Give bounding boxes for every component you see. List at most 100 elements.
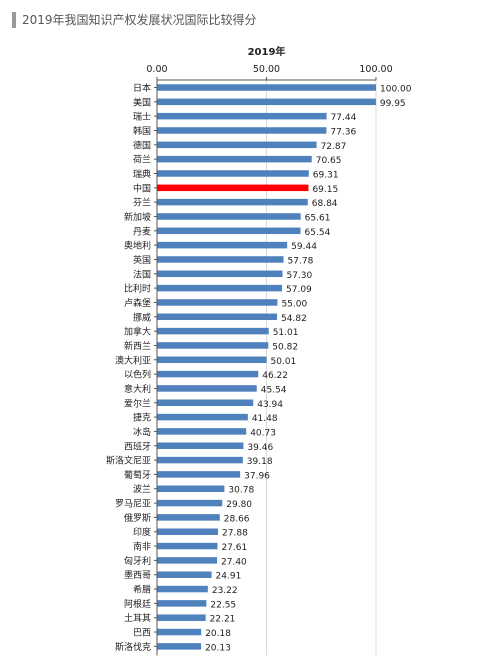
category-label: 罗马尼亚 xyxy=(115,499,151,510)
category-label: 英国 xyxy=(133,254,151,266)
category-label: 阿根廷 xyxy=(124,598,151,610)
data-label: 39.18 xyxy=(247,457,273,467)
caption-accent-bar xyxy=(12,12,16,28)
bars-group xyxy=(157,84,376,650)
category-label: 新西兰 xyxy=(124,340,151,352)
category-label: 捷克 xyxy=(133,412,151,424)
data-label: 51.01 xyxy=(273,328,299,338)
data-label: 57.09 xyxy=(286,285,312,295)
data-label: 22.55 xyxy=(210,600,236,610)
bar xyxy=(157,456,243,464)
category-label: 印度 xyxy=(133,526,151,538)
bar xyxy=(157,514,220,521)
category-label: 澳大利亚 xyxy=(115,354,151,366)
bar xyxy=(157,442,244,449)
data-label: 45.54 xyxy=(261,385,287,395)
data-label: 41.48 xyxy=(252,414,278,424)
bar xyxy=(157,385,257,392)
category-label: 西班牙 xyxy=(124,440,151,452)
category-label: 瑞士 xyxy=(133,111,151,123)
category-label: 加拿大 xyxy=(124,326,151,338)
category-label: 奥地利 xyxy=(124,240,151,252)
bar xyxy=(157,399,254,407)
category-label: 希腊 xyxy=(133,584,151,596)
category-label: 波兰 xyxy=(133,483,151,495)
data-label: 20.13 xyxy=(205,643,231,653)
bar xyxy=(157,127,327,134)
category-label: 新加坡 xyxy=(124,211,151,223)
x-tick-label: 100.00 xyxy=(359,64,392,75)
data-label: 43.94 xyxy=(257,400,283,410)
category-labels: 日本美国瑞士韩国德国荷兰瑞典中国芬兰新加坡丹麦奥地利英国法国比利时卢森堡挪威加拿… xyxy=(106,82,157,653)
data-label: 69.15 xyxy=(312,185,338,195)
chart-title: 2019年 xyxy=(248,45,286,58)
category-label: 比利时 xyxy=(124,283,151,295)
data-label: 29.80 xyxy=(226,500,252,510)
x-tick-label: 50.00 xyxy=(253,64,280,75)
category-label: 德国 xyxy=(133,139,151,151)
data-label: 55.00 xyxy=(281,299,307,309)
category-label: 韩国 xyxy=(133,125,151,137)
data-label: 77.44 xyxy=(331,113,357,123)
data-label: 50.01 xyxy=(271,357,297,367)
bar xyxy=(157,614,206,621)
category-label: 巴西 xyxy=(133,628,151,639)
bar xyxy=(157,342,269,349)
bar xyxy=(157,270,283,278)
bar xyxy=(157,155,312,163)
bar xyxy=(157,112,327,120)
bar xyxy=(157,141,317,149)
data-label: 27.88 xyxy=(222,529,248,539)
data-label: 50.82 xyxy=(272,342,298,352)
bar xyxy=(157,256,284,263)
category-label: 法国 xyxy=(133,268,151,280)
data-label: 68.84 xyxy=(312,199,338,209)
category-label: 俄罗斯 xyxy=(124,512,151,524)
data-label: 54.82 xyxy=(281,314,307,324)
grid-layer xyxy=(266,80,377,656)
data-label: 65.54 xyxy=(305,228,331,238)
x-tick-label: 0.00 xyxy=(146,64,167,75)
bar xyxy=(157,313,278,321)
bar xyxy=(157,557,218,564)
bar xyxy=(157,628,202,636)
bar xyxy=(157,84,376,91)
bar xyxy=(157,643,202,650)
data-label: 27.61 xyxy=(221,543,247,553)
bar xyxy=(157,227,301,235)
bar xyxy=(157,485,225,492)
bar xyxy=(157,370,259,378)
category-label: 冰岛 xyxy=(133,426,151,438)
bar xyxy=(157,585,208,593)
bar xyxy=(157,571,212,578)
data-label: 70.65 xyxy=(316,156,342,166)
category-label: 日本 xyxy=(133,82,151,94)
figure-caption: 2019年我国知识产权发展状况国际比较得分 xyxy=(22,13,257,27)
bar xyxy=(157,98,376,106)
bar xyxy=(157,170,309,177)
bar xyxy=(157,198,308,206)
data-label: 57.78 xyxy=(288,256,314,266)
bar xyxy=(157,542,218,550)
bar xyxy=(157,600,207,607)
category-label: 挪威 xyxy=(133,311,151,323)
bar-highlight xyxy=(157,184,309,192)
data-label: 30.78 xyxy=(228,486,254,496)
category-label: 美国 xyxy=(133,96,151,108)
category-label: 匈牙利 xyxy=(124,555,151,567)
data-label: 27.40 xyxy=(221,557,247,567)
bar xyxy=(157,499,223,507)
data-label: 72.87 xyxy=(321,142,347,152)
data-label: 65.61 xyxy=(305,213,331,223)
category-label: 葡萄牙 xyxy=(124,469,151,481)
data-label: 69.31 xyxy=(313,170,339,180)
category-label: 瑞典 xyxy=(133,168,151,180)
x-axis: 0.00 50.00 100.00 xyxy=(146,64,393,656)
category-label: 意大利 xyxy=(124,383,151,395)
bar xyxy=(157,284,283,292)
data-label: 100.00 xyxy=(380,85,412,95)
data-label: 23.22 xyxy=(212,586,238,596)
category-label: 土耳其 xyxy=(124,612,151,624)
category-label: 芬兰 xyxy=(133,197,151,209)
